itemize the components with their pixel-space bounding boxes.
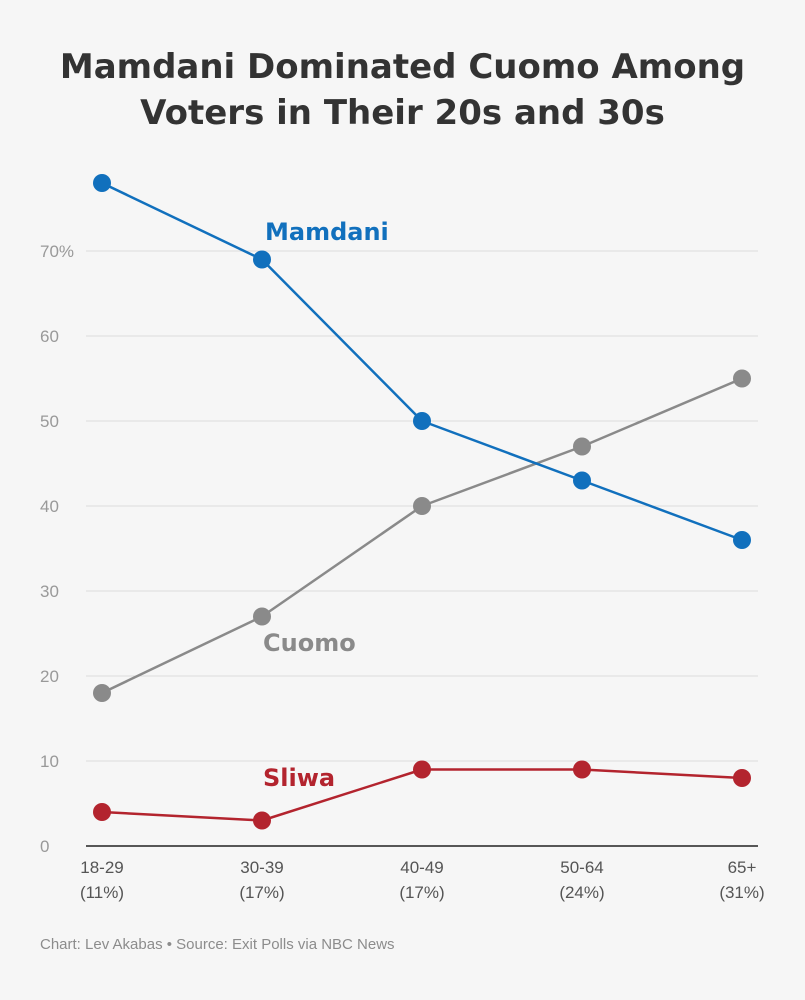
series-label-mamdani: Mamdani (265, 218, 389, 246)
x-tick-label: 30-39 (240, 858, 283, 877)
x-tick-label: 50-64 (560, 858, 603, 877)
data-point-mamdani (733, 531, 751, 549)
series-label-cuomo: Cuomo (263, 629, 356, 657)
data-point-sliwa (253, 811, 271, 830)
y-tick-label: 60 (40, 327, 59, 346)
y-tick-label: 20 (40, 667, 59, 686)
x-tick-sublabel: (17%) (239, 883, 284, 902)
x-tick-sublabel: (24%) (559, 883, 604, 902)
x-tick-label: 18-29 (80, 858, 123, 877)
x-tick-sublabel: (11%) (80, 883, 124, 902)
y-tick-label: 30 (40, 582, 59, 601)
data-point-sliwa (93, 803, 111, 821)
x-tick-sublabel: (17%) (399, 883, 444, 902)
x-tick-sublabel: (31%) (719, 883, 764, 902)
data-point-sliwa (733, 769, 751, 787)
data-point-mamdani (93, 174, 111, 192)
data-point-cuomo (93, 684, 111, 702)
chart-title: Mamdani Dominated Cuomo Among Voters in … (0, 44, 805, 136)
series-label-sliwa: Sliwa (263, 764, 335, 792)
x-tick-label: 65+ (728, 858, 757, 877)
data-point-cuomo (573, 437, 591, 456)
data-point-sliwa (413, 760, 431, 779)
data-point-sliwa (573, 760, 591, 779)
y-tick-label: 10 (40, 752, 59, 771)
title-line-2: Voters in Their 20s and 30s (140, 93, 665, 133)
y-tick-label: 40 (40, 497, 59, 516)
data-point-mamdani (413, 412, 431, 430)
source-note: Chart: Lev Akabas • Source: Exit Polls v… (40, 936, 395, 953)
data-point-mamdani (253, 250, 271, 269)
y-tick-label: 70% (40, 242, 74, 261)
data-point-mamdani (573, 471, 591, 490)
data-point-cuomo (413, 497, 431, 515)
x-tick-label: 40-49 (400, 858, 443, 877)
data-point-cuomo (253, 607, 271, 626)
series-line-mamdani (101, 181, 743, 542)
y-tick-label: 50 (40, 412, 59, 431)
title-line-1: Mamdani Dominated Cuomo Among (59, 47, 746, 87)
data-point-cuomo (733, 369, 751, 388)
y-tick-label: 0 (40, 837, 49, 856)
